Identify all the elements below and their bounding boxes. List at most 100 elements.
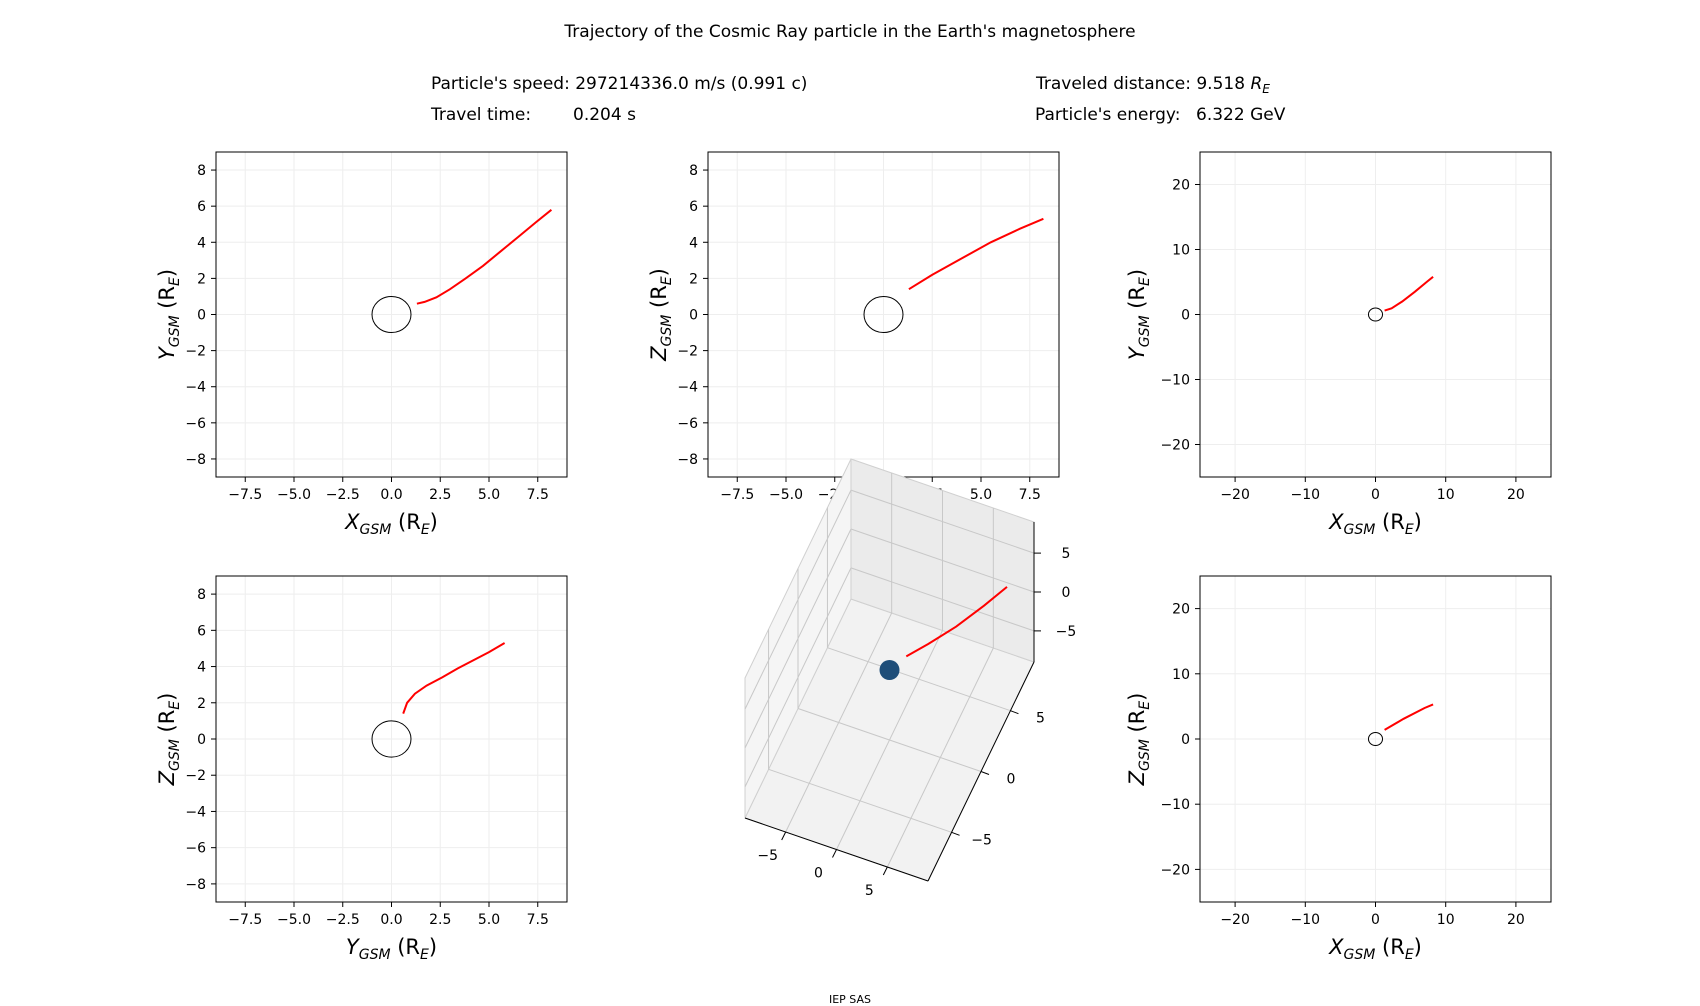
y-axis-label-unit-sub: E bbox=[659, 276, 675, 285]
x-tick-label: −5.0 bbox=[277, 912, 311, 928]
y3d-tick bbox=[1010, 710, 1019, 715]
y-axis-label: ZGSM (RE) bbox=[155, 693, 183, 787]
x-axis-label-sub: GSM bbox=[1344, 522, 1376, 538]
grid3d-floor-y bbox=[768, 768, 952, 833]
y-axis-label-unit-sub: E bbox=[1137, 701, 1153, 710]
y-axis-label-unit: (R bbox=[647, 285, 671, 314]
y-tick-label: 20 bbox=[1172, 178, 1190, 194]
panel-xyz-3d: −5 0 5 −5 0 5 −5 0 5 bbox=[744, 458, 1076, 899]
y-axis-label: ZGSM (RE) bbox=[1125, 693, 1153, 787]
trajectory-line bbox=[1384, 703, 1434, 731]
x-tick-label: 10 bbox=[1437, 912, 1455, 928]
traveled-distance-label: Traveled distance: 9.518 bbox=[1036, 74, 1251, 94]
x-axis-label-main: X bbox=[1328, 935, 1344, 959]
grid3d-back-z bbox=[850, 528, 1035, 593]
y-tick-label: 6 bbox=[197, 199, 206, 215]
y-tick-label: −6 bbox=[185, 841, 206, 857]
x-axis-label-main: X bbox=[344, 510, 360, 534]
z3d-tick-label: 0 bbox=[1062, 585, 1071, 601]
earth-circle bbox=[863, 295, 904, 334]
x-tick-label: −7.5 bbox=[228, 912, 262, 928]
y-tick-label: −4 bbox=[185, 380, 206, 396]
trajectory-line bbox=[908, 217, 1044, 291]
y-tick-label: −10 bbox=[1160, 797, 1190, 813]
y-tick-label: −2 bbox=[677, 344, 698, 360]
y-tick-label: 10 bbox=[1172, 243, 1190, 259]
trajectory-line bbox=[1384, 276, 1434, 312]
y-axis-label-close: ) bbox=[1125, 693, 1149, 701]
y-tick-label: −2 bbox=[185, 344, 206, 360]
panel-yz-zoom: −7.5 −5.0 −2.5 0.0 2.5 5.0 7.5−8−6−4−202468YGS… bbox=[155, 575, 568, 963]
x-tick-label: 0.0 bbox=[380, 912, 402, 928]
y-axis-label-close: ) bbox=[647, 268, 671, 276]
x3d-tick-label: 0 bbox=[814, 866, 823, 882]
y-axis-label-sub: GSM bbox=[167, 315, 183, 347]
x-tick-label: 0 bbox=[1371, 912, 1380, 928]
x-axis-label-unit: (R bbox=[391, 935, 420, 959]
grid3d-floor-y bbox=[797, 708, 982, 772]
x-tick-label: 2.5 bbox=[429, 912, 451, 928]
distance-unit-sub: E bbox=[1262, 81, 1270, 96]
y-tick-label: −8 bbox=[185, 877, 206, 893]
x-tick-label: −20 bbox=[1220, 487, 1250, 503]
x3d-tick bbox=[882, 866, 888, 876]
x-tick-label: 5.0 bbox=[970, 487, 992, 503]
earth-circle bbox=[1367, 731, 1384, 747]
grid3d-left-z bbox=[744, 528, 852, 749]
y-tick-label: 8 bbox=[197, 163, 206, 179]
y-axis-label-unit: (R bbox=[155, 710, 179, 739]
y3d-tick-label: −5 bbox=[971, 832, 992, 848]
y-tick-label: −20 bbox=[1160, 438, 1190, 454]
x-axis-label-unit-sub: E bbox=[1405, 522, 1414, 538]
y-axis-label-close: ) bbox=[1125, 269, 1149, 277]
y-axis-label-unit: (R bbox=[1125, 286, 1149, 315]
y-axis-label-close: ) bbox=[155, 693, 179, 701]
y-tick-label: −6 bbox=[185, 416, 206, 432]
grid3d-floor-y bbox=[827, 647, 1011, 712]
y-tick-label: 6 bbox=[197, 623, 206, 639]
x-axis-label: XGSM (RE) bbox=[344, 510, 438, 538]
y3d-tick-label: 5 bbox=[1036, 711, 1045, 727]
y-axis-label-unit: (R bbox=[155, 286, 179, 315]
y-axis-label-sub: GSM bbox=[167, 739, 183, 771]
x-tick-label: −7.5 bbox=[720, 487, 754, 503]
y-axis-label-main: Z bbox=[647, 346, 671, 362]
particle-speed: Particle's speed: 297214336.0 m/s (0.991… bbox=[431, 74, 808, 94]
y-tick-label: −4 bbox=[185, 804, 206, 820]
x-tick-label: 7.5 bbox=[527, 487, 549, 503]
x3d-tick-label: 5 bbox=[865, 883, 874, 899]
y-tick-label: 4 bbox=[689, 235, 698, 251]
y-tick-label: 4 bbox=[197, 235, 206, 251]
x-axis-label-unit: (R bbox=[1375, 935, 1404, 959]
y-tick-label: 0 bbox=[1181, 732, 1190, 748]
grid3d-left-z bbox=[744, 567, 852, 788]
x-tick-label: 0.0 bbox=[380, 487, 402, 503]
x-axis-label-close: ) bbox=[1414, 935, 1422, 959]
x-tick-label: −7.5 bbox=[228, 487, 262, 503]
y-axis-label-unit: (R bbox=[1125, 710, 1149, 739]
travel-time-label: Travel time: bbox=[431, 105, 532, 125]
x-tick-label: 20 bbox=[1507, 912, 1525, 928]
y-axis-label: YGSM (RE) bbox=[1125, 269, 1153, 360]
x-axis-label-unit: (R bbox=[1375, 510, 1404, 534]
trajectory-line bbox=[416, 209, 553, 305]
x3d-tick bbox=[781, 831, 787, 841]
x-axis-label: XGSM (RE) bbox=[1328, 510, 1422, 538]
y-axis-label: YGSM (RE) bbox=[155, 269, 183, 360]
travel-time-value: 0.204 s bbox=[573, 105, 636, 125]
x-tick-label: 0 bbox=[1371, 487, 1380, 503]
x-axis-label-close: ) bbox=[430, 510, 438, 534]
y-tick-label: −6 bbox=[677, 416, 698, 432]
y-tick-label: −4 bbox=[677, 380, 698, 396]
x-tick-label: 20 bbox=[1507, 487, 1525, 503]
y-axis-label-main: Z bbox=[1125, 770, 1149, 786]
y-axis-label-main: Z bbox=[155, 770, 179, 786]
y-tick-label: 4 bbox=[197, 660, 206, 676]
x-axis-label: YGSM (RE) bbox=[346, 935, 437, 963]
grid3d-back-z bbox=[850, 567, 1035, 632]
x3d-tick-label: −5 bbox=[757, 848, 778, 864]
y-axis-label-main: Y bbox=[155, 345, 179, 360]
y3d-tick bbox=[980, 771, 990, 775]
